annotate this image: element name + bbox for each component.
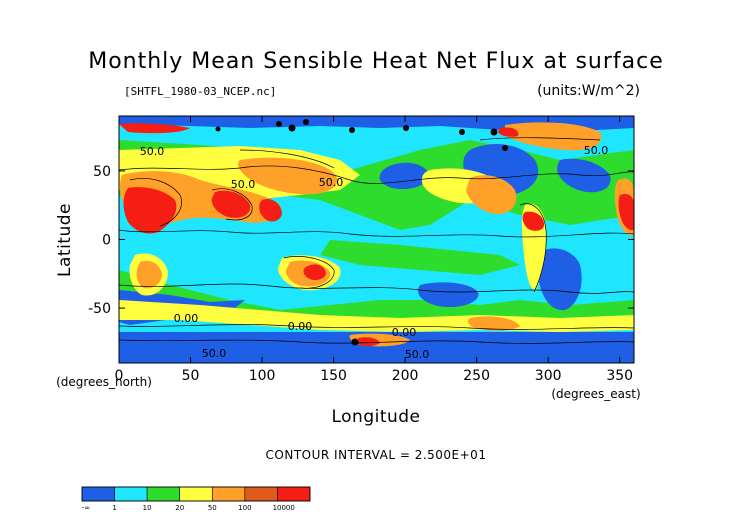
colorbar-border (81, 486, 311, 502)
field-region-blue-spac (418, 282, 479, 308)
contour-labels: 50.0 50.0 50.0 0.00 0.00 0.00 50.0 50.0 50.0 (140, 144, 609, 361)
x-tick-label: 250 (463, 368, 490, 384)
contour-label: 50.0 (584, 144, 609, 157)
colorbar-label: 10 (143, 504, 152, 512)
colorbar-swatch (114, 486, 148, 502)
contour-dot (215, 126, 221, 132)
y-axis-sublabel: (degrees_north) (56, 375, 152, 389)
chart-subtitle: [SHTFL_1980-03_NCEP.nc] (124, 85, 276, 98)
contour-line (119, 165, 634, 184)
colorbar-label: 100 (238, 504, 251, 512)
colorbar-swatch (244, 486, 278, 502)
colorbar-swatch (179, 486, 213, 502)
contour-line (119, 283, 634, 294)
field-region-orange-europe (238, 157, 338, 195)
contour-line (119, 229, 634, 238)
colorbar-swatch (211, 486, 246, 502)
contour-line (519, 203, 547, 293)
colorbar-label: 20 (175, 504, 184, 512)
contour-dot (349, 127, 355, 133)
field-region-blue-samerica (537, 248, 582, 311)
contour-line (239, 149, 335, 169)
field-region-red-sahara-w (618, 194, 634, 231)
contour-line (479, 137, 601, 141)
contour-label: 50.0 (405, 348, 430, 361)
field-region-red-sahara (123, 187, 177, 234)
x-tick-label: 200 (392, 368, 419, 384)
field-region-orange-africa-s (136, 260, 162, 289)
x-tick-label: 350 (606, 368, 633, 384)
contour-lines (119, 137, 634, 344)
heatmap-field (119, 116, 634, 363)
chart-title: Monthly Mean Sensible Heat Net Flux at s… (88, 49, 664, 74)
contour-line (129, 178, 182, 227)
contour-dot (351, 338, 359, 346)
x-tick-label: 50 (182, 368, 200, 384)
colorbar-label: 50 (208, 504, 217, 512)
field-region-red-siberia (498, 127, 519, 137)
contour-label: 50.0 (231, 178, 256, 191)
contour-line (283, 256, 335, 289)
colorbar: -∞ 1 10 20 50 100 10000 (81, 486, 311, 512)
contour-dot (288, 124, 296, 132)
x-tick-label: 300 (535, 368, 562, 384)
colorbar-swatch (277, 486, 311, 502)
colorbar-label: 1 (112, 504, 116, 512)
x-tick-label: 100 (249, 368, 276, 384)
field-region-red-australia (303, 264, 326, 281)
y-tick-label: 0 (102, 233, 111, 249)
chart-units: (units:W/m^2) (537, 83, 640, 99)
y-axis-label: Latitude (55, 203, 75, 277)
contour-interval-text: CONTOUR INTERVAL = 2.500E+01 (266, 448, 487, 462)
field-region-red-arabia (211, 190, 251, 218)
colorbar-label: 10000 (273, 504, 295, 512)
contour-label: 0.00 (392, 326, 417, 339)
x-axis: 0 50 100 150 200 250 300 350 (115, 116, 633, 384)
field-region-orange-greenland (505, 122, 602, 151)
contour-dots (215, 119, 508, 346)
contour-dot (502, 145, 508, 151)
contour-label: 50.0 (319, 176, 344, 189)
field-region-red-northeast (119, 123, 190, 134)
field-region-red-antarctic (358, 337, 380, 347)
field-region-orange-namerica (466, 175, 517, 215)
colorbar-label: -∞ (82, 504, 90, 512)
field-region-red-india (259, 198, 282, 222)
contour-label: 0.00 (174, 312, 199, 325)
colorbar-swatch (81, 486, 115, 502)
x-axis-sublabel: (degrees_east) (551, 387, 640, 401)
contour-label: 50.0 (202, 347, 227, 360)
x-tick-label: 150 (320, 368, 347, 384)
contour-line (211, 188, 253, 221)
contour-line (119, 339, 634, 344)
y-tick-label: -50 (88, 301, 111, 317)
contour-label: 0.00 (288, 320, 313, 333)
y-tick-label: 50 (93, 164, 111, 180)
contour-label: 50.0 (140, 145, 165, 158)
y-axis: 50 0 -50 (88, 164, 634, 317)
x-tick-label: 0 (115, 368, 124, 384)
x-axis-label: Longitude (331, 407, 420, 427)
contour-line (119, 324, 634, 330)
contour-dot (276, 121, 282, 127)
field-region-green-pacific (320, 240, 520, 275)
contour-dot (490, 128, 498, 136)
colorbar-swatch (146, 486, 181, 502)
field-region-orange-antarctic-b (467, 316, 520, 331)
contour-dot (459, 129, 465, 135)
contour-dot (403, 125, 409, 131)
contour-dot (303, 119, 309, 125)
field-region-blue-antarctic (119, 332, 634, 363)
field-region-red-mexico (522, 211, 545, 231)
